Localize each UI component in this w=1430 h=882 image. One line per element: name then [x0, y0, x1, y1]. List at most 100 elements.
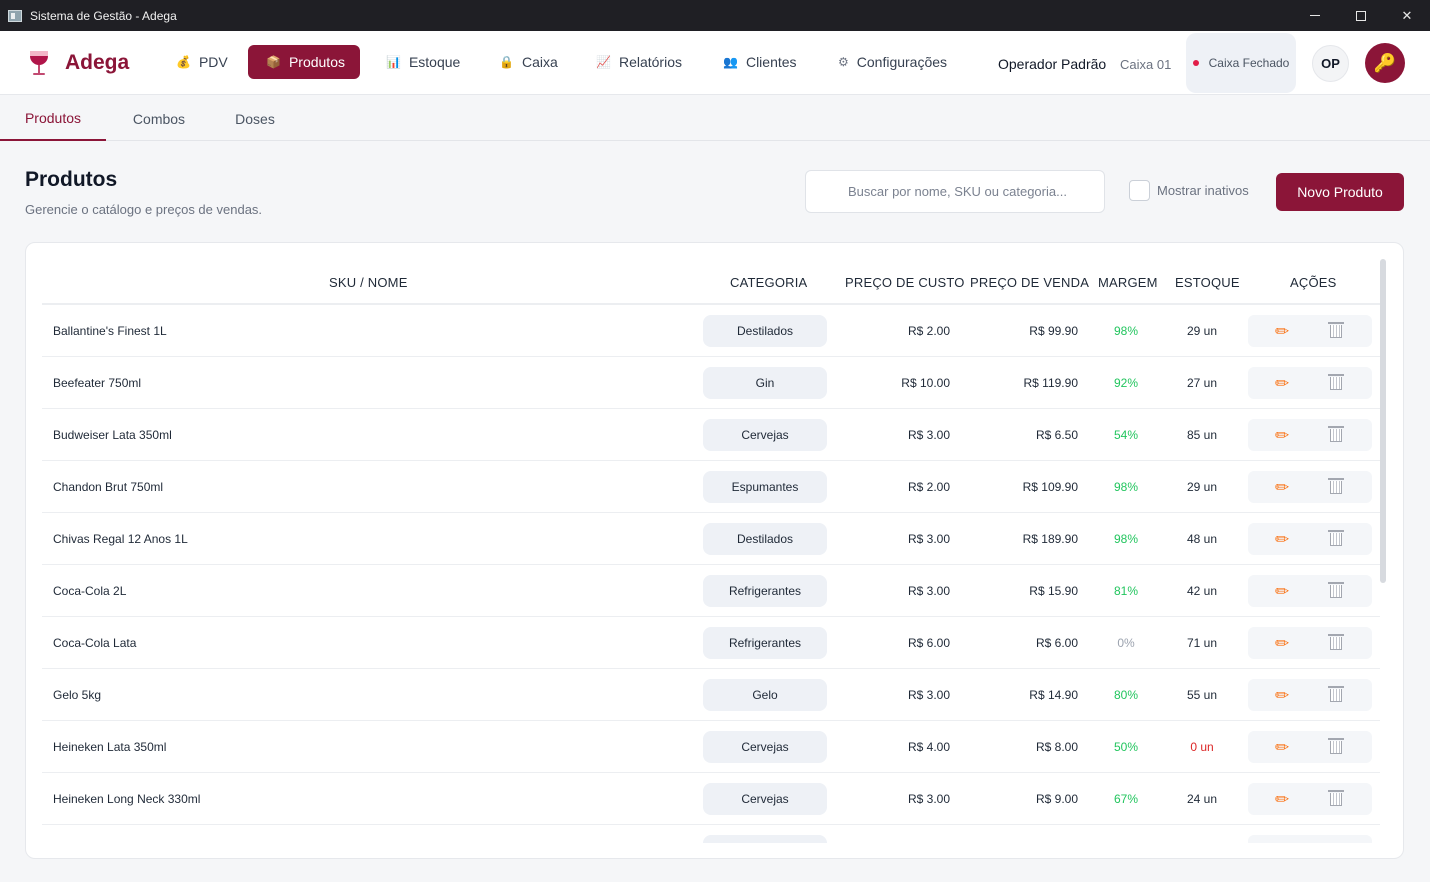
- column-header-sale[interactable]: PREÇO DE VENDA: [970, 275, 1090, 290]
- avatar[interactable]: OP: [1312, 45, 1349, 82]
- stock-value: 29 un: [1186, 479, 1218, 494]
- row-actions: [1248, 731, 1372, 763]
- nav-caixa[interactable]: 🔒 Caixa: [499, 45, 558, 79]
- margin-value: 67%: [1113, 791, 1139, 806]
- edit-icon[interactable]: ✏: [1275, 322, 1290, 341]
- nav-label: Relatórios: [618, 54, 682, 70]
- row-actions: [1248, 835, 1372, 843]
- margin-value: 80%: [1113, 687, 1139, 702]
- nav-estoque[interactable]: 📊 Estoque: [386, 45, 460, 79]
- column-header-stock[interactable]: ESTOQUE: [1175, 275, 1240, 290]
- cost-price: R$ 10.00: [901, 375, 950, 390]
- nav-pdv[interactable]: 💰 PDV: [176, 45, 228, 79]
- edit-icon[interactable]: ✏: [1275, 582, 1290, 601]
- edit-icon[interactable]: ✏: [1275, 530, 1290, 549]
- edit-icon[interactable]: ✏: [1275, 426, 1290, 445]
- margin-value: 0%: [1117, 635, 1135, 650]
- trash-icon[interactable]: [1328, 634, 1344, 650]
- category-badge: [703, 834, 827, 843]
- product-name: Heineken Long Neck 330ml: [53, 791, 201, 806]
- edit-icon[interactable]: ✏: [1275, 686, 1290, 705]
- trash-icon[interactable]: [1328, 322, 1344, 338]
- caixa-status-badge[interactable]: Caixa Fechado: [1186, 33, 1296, 93]
- column-header-margin[interactable]: MARGEM: [1098, 275, 1158, 290]
- table-body: Ballantine's Finest 1L Destilados R$ 2.00 R…: [42, 305, 1380, 843]
- table-row[interactable]: Heineken Long Neck 330ml Cervejas R$ 3.00 R…: [42, 773, 1380, 825]
- stock-value: 71 un: [1186, 635, 1218, 650]
- page-title: Produtos: [25, 168, 118, 191]
- bar-chart-icon: 📊: [386, 55, 401, 69]
- key-icon: 🔑: [1373, 52, 1397, 73]
- nav-configuracoes[interactable]: ⚙ Configurações: [838, 45, 947, 79]
- table-row[interactable]: Budweiser Lata 350ml Cervejas R$ 3.00 R$ 6.…: [42, 409, 1380, 461]
- edit-icon[interactable]: ✏: [1275, 790, 1290, 809]
- nav-clientes[interactable]: 👥 Clientes: [723, 45, 797, 79]
- trash-icon[interactable]: [1328, 738, 1344, 754]
- edit-icon[interactable]: ✏: [1275, 738, 1290, 757]
- window-title: Sistema de Gestão - Adega: [30, 8, 177, 23]
- table-row[interactable]: Ballantine's Finest 1L Destilados R$ 2.00 R…: [42, 305, 1380, 357]
- tab-produtos[interactable]: Produtos: [0, 96, 106, 141]
- table-row[interactable]: Coca-Cola 2L Refrigerantes R$ 3.00 R$ 15.90…: [42, 565, 1380, 617]
- show-inactive-checkbox[interactable]: [1129, 180, 1150, 201]
- nav-label: Configurações: [856, 54, 948, 70]
- nav-produtos[interactable]: 📦 Produtos: [248, 45, 360, 79]
- search-input[interactable]: [805, 170, 1105, 213]
- nav-label: PDV: [198, 54, 228, 70]
- table-row[interactable]: Heineken Lata 350ml Cervejas R$ 4.00 R$ 8.0…: [42, 721, 1380, 773]
- tab-doses[interactable]: Doses: [235, 110, 275, 127]
- row-actions: [1248, 679, 1372, 711]
- close-button[interactable]: ✕: [1384, 0, 1430, 31]
- brand-name: Adega: [65, 51, 130, 74]
- trash-icon[interactable]: [1328, 478, 1344, 494]
- category-badge: Gelo: [703, 678, 827, 711]
- tab-combos[interactable]: Combos: [132, 110, 186, 127]
- new-product-button[interactable]: Novo Produto: [1276, 173, 1404, 211]
- sale-price: R$ 109.90: [1022, 479, 1078, 494]
- brand[interactable]: Adega: [28, 49, 129, 77]
- minimize-button[interactable]: [1292, 0, 1338, 31]
- category-badge: Cervejas: [703, 418, 827, 451]
- table-row[interactable]: Chandon Brut 750ml Espumantes R$ 2.00 R$ 10…: [42, 461, 1380, 513]
- show-inactive-toggle[interactable]: Mostrar inativos: [1129, 180, 1249, 201]
- sub-tabs: Produtos Combos Doses: [0, 96, 1430, 141]
- maximize-button[interactable]: [1338, 0, 1384, 31]
- caixa-status-label: Caixa Fechado: [1208, 56, 1290, 70]
- package-icon: 📦: [266, 55, 281, 69]
- category-cell: Gin: [703, 357, 827, 408]
- edit-icon[interactable]: ✏: [1275, 478, 1290, 497]
- nav-relatorios[interactable]: 📈 Relatórios: [596, 45, 682, 79]
- sale-price: R$ 9.00: [1035, 791, 1078, 806]
- table-row[interactable]: Coca-Cola Lata Refrigerantes R$ 6.00 R$ 6.0…: [42, 617, 1380, 669]
- stock-value: 85 un: [1186, 427, 1218, 442]
- trash-icon[interactable]: [1328, 426, 1344, 442]
- column-header-name[interactable]: SKU / NOME: [329, 275, 408, 290]
- trash-icon[interactable]: [1328, 582, 1344, 598]
- cost-price: R$ 3.00: [907, 531, 950, 546]
- sale-price: R$ 14.90: [1029, 687, 1078, 702]
- table-row[interactable]: Gelo 5kg Gelo R$ 3.00 R$ 14.90 80% 55 un ✏: [42, 669, 1380, 721]
- table-scrollbar[interactable]: [1380, 259, 1386, 583]
- table-row[interactable]: Chivas Regal 12 Anos 1L Destilados R$ 3.00…: [42, 513, 1380, 565]
- column-header-cost[interactable]: PREÇO DE CUSTO: [845, 275, 965, 290]
- cost-price: R$ 3.00: [907, 583, 950, 598]
- category-cell: Cervejas: [703, 773, 827, 824]
- table-row[interactable]: Beefeater 750ml Gin R$ 10.00 R$ 119.90 92% 27…: [42, 357, 1380, 409]
- key-button[interactable]: 🔑: [1365, 43, 1405, 83]
- trash-icon[interactable]: [1328, 790, 1344, 806]
- trash-icon[interactable]: [1328, 530, 1344, 546]
- cost-price: R$ 6.00: [907, 635, 950, 650]
- stock-value: 27 un: [1186, 375, 1218, 390]
- row-actions: [1248, 575, 1372, 607]
- product-name: Beefeater 750ml: [53, 375, 142, 390]
- product-name: Coca-Cola 2L: [53, 583, 127, 598]
- edit-icon[interactable]: ✏: [1275, 634, 1290, 653]
- column-header-category[interactable]: CATEGORIA: [730, 275, 808, 290]
- trash-icon[interactable]: [1328, 686, 1344, 702]
- category-badge: Destilados: [703, 314, 827, 347]
- edit-icon[interactable]: ✏: [1275, 374, 1290, 393]
- row-actions: [1248, 627, 1372, 659]
- trash-icon[interactable]: [1328, 374, 1344, 390]
- sale-price: R$ 6.00: [1035, 635, 1078, 650]
- stock-value: 42 un: [1186, 583, 1218, 598]
